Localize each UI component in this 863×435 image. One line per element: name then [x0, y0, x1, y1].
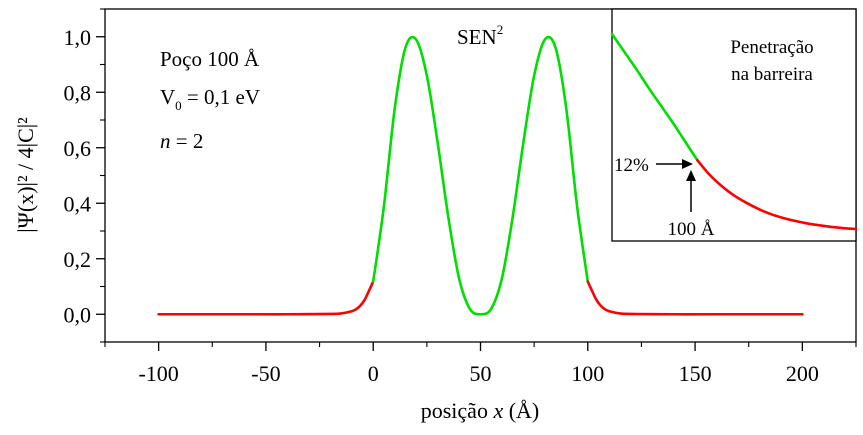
y-tick-label: 0,4 [64, 191, 92, 216]
x-tick-label: 0 [368, 361, 379, 386]
curve-label-sup: 2 [497, 22, 504, 37]
inset-percent-label: 12% [614, 155, 649, 176]
ticks [96, 8, 857, 351]
inset-percent-arrowhead [682, 159, 693, 169]
n-var: n [160, 129, 171, 153]
x-tick-labels: -100 -50 0 50 100 150 200 [138, 361, 818, 386]
y-tick-label: 0,2 [64, 247, 92, 272]
main-series [157, 35, 804, 316]
inset-series [610, 32, 858, 231]
x-axis-label-prefix: posição [421, 398, 494, 423]
x-tick-label: -50 [251, 361, 280, 386]
y-tick-labels: 0,0 0,2 0,4 0,6 0,8 1,0 [64, 25, 92, 328]
v0-annotation: V0 = 0,1 eV [160, 85, 260, 113]
x-tick-label: -100 [138, 361, 178, 386]
v0-sub: 0 [175, 98, 182, 113]
inset-position-arrowhead [686, 170, 696, 181]
x-tick-label: 50 [470, 361, 492, 386]
inset-label-line-2: na barreira [731, 64, 813, 85]
curve-label-base: SEN [457, 25, 497, 49]
inset-position-label: 100 Å [668, 219, 715, 240]
y-tick-label: 1,0 [64, 25, 92, 50]
inset-frame [611, 8, 857, 242]
well-annotation: Poço 100 Å [160, 47, 260, 71]
x-tick-label: 150 [679, 361, 712, 386]
x-tick-label: 200 [786, 361, 819, 386]
v0-rest: = 0,1 eV [182, 85, 260, 109]
inset: Penetração na barreira 12% 100 Å [610, 8, 858, 242]
inset-label-line-1: Penetração [730, 37, 813, 58]
v0-base: V [160, 85, 175, 109]
inset-series-line-1 [696, 158, 858, 231]
n-annotation: n = 2 [160, 129, 203, 153]
x-tick-label: 100 [571, 361, 604, 386]
n-rest: = 2 [171, 129, 204, 153]
y-tick-label: 0,0 [64, 302, 92, 327]
y-axis-label: |Ψ(x)|² / 4|C|² [13, 117, 38, 233]
main-series-line-1 [371, 35, 590, 316]
x-axis-label-suffix: (Å) [503, 398, 539, 423]
inset-series-line-0 [610, 32, 699, 162]
x-axis-label-var: x [492, 398, 503, 423]
curve-label: SEN2 [457, 22, 503, 49]
y-tick-label: 0,6 [64, 136, 92, 161]
main-series-line-2 [586, 280, 804, 316]
main-series-line-0 [157, 280, 375, 316]
y-tick-label: 0,8 [64, 80, 92, 105]
x-axis-label: posição x (Å) [421, 398, 540, 423]
